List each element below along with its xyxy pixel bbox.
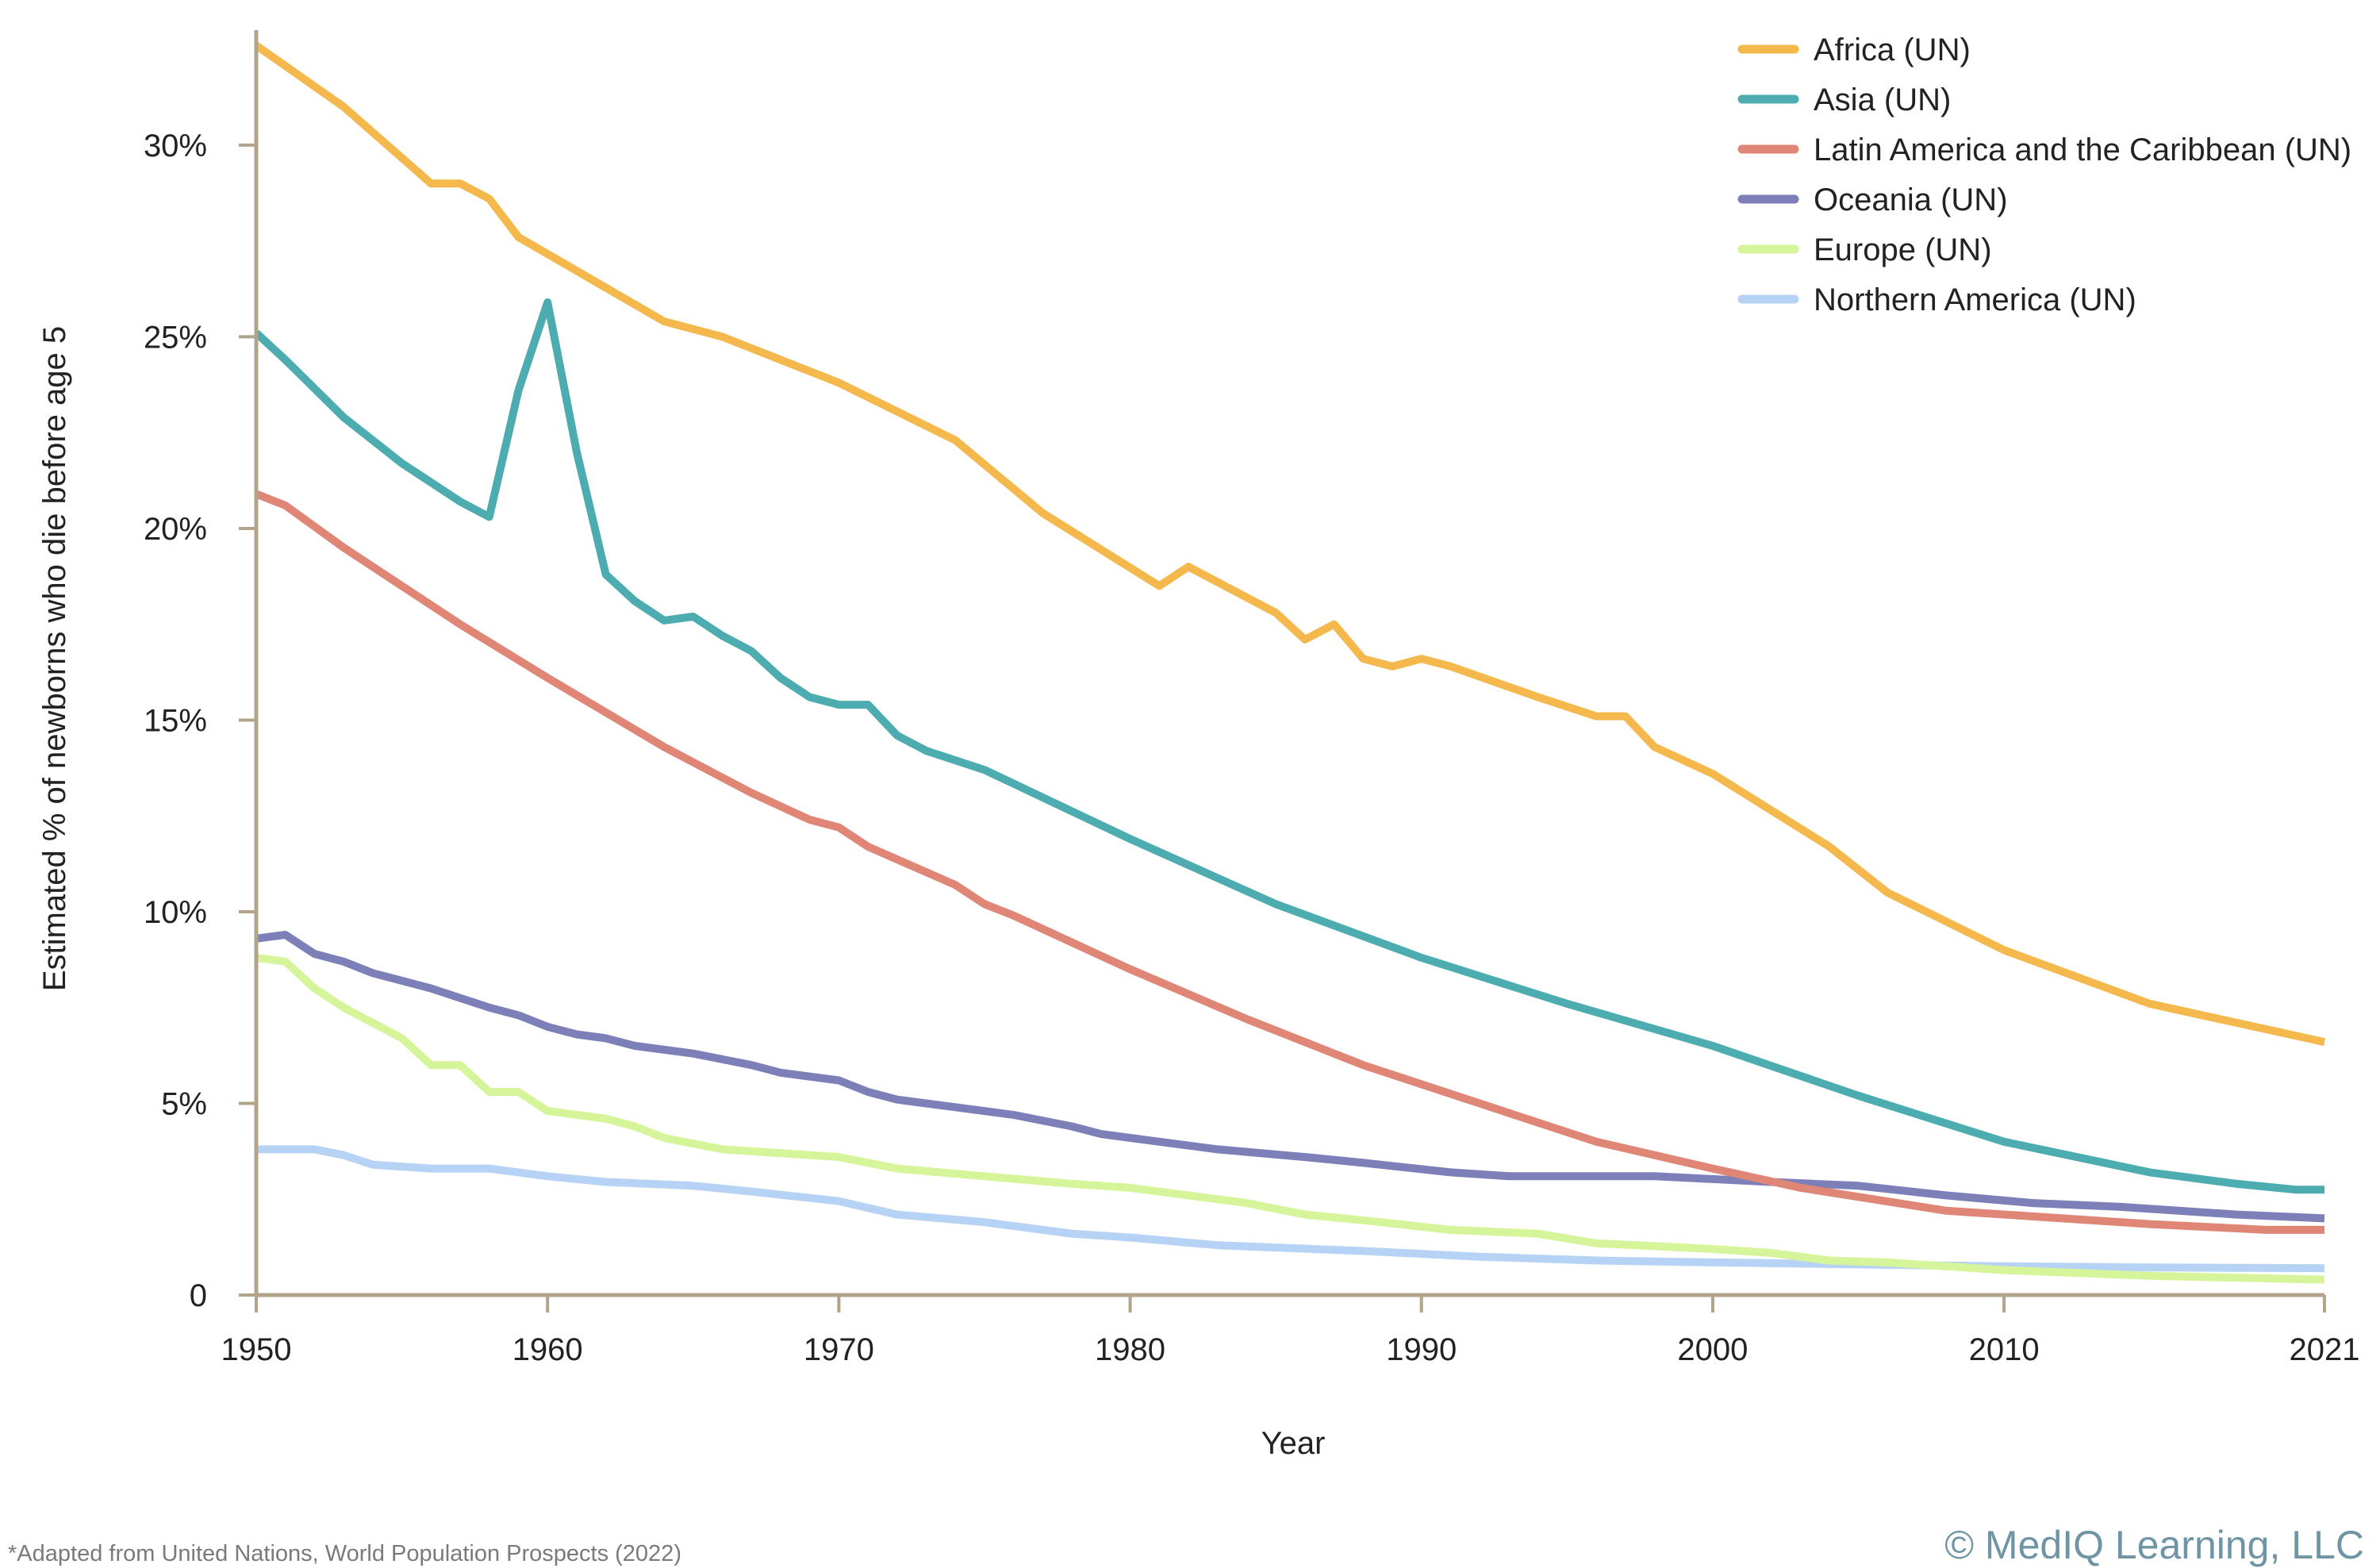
x-tick-label: 1970 — [804, 1332, 874, 1367]
series-line — [255, 953, 2325, 1284]
legend-label: Europe (UN) — [1814, 233, 1992, 267]
legend-label: Asia (UN) — [1814, 83, 1951, 117]
axes — [254, 30, 2324, 1297]
legend: Africa (UN) Asia (UN) Latin America and th… — [1737, 33, 2351, 317]
series-line — [254, 42, 2326, 1047]
x-axis-title: Year — [1261, 1426, 1326, 1461]
legend-label: Africa (UN) — [1814, 33, 1971, 67]
x-tick-label: 2021 — [2290, 1332, 2360, 1367]
legend-label: Oceania (UN) — [1814, 183, 2008, 217]
y-tick-label: 25% — [144, 320, 207, 355]
axis-ticks: 1950 1960 1970 1980 1990 2000 2010 2021 0 5% 10% 15… — [144, 129, 2360, 1367]
x-tick-label: 1950 — [221, 1332, 292, 1367]
series-line — [256, 1145, 2325, 1273]
series-line — [253, 298, 2324, 1194]
y-tick-label: 20% — [144, 512, 207, 547]
series-line — [255, 490, 2324, 1234]
y-tick-label: 15% — [144, 703, 207, 738]
y-tick-label: 30% — [144, 129, 207, 163]
source-note: *Adapted from United Nations, World Popu… — [8, 1541, 681, 1566]
legend-label: Northern America (UN) — [1814, 282, 2136, 317]
x-tick-label: 1990 — [1386, 1332, 1457, 1367]
x-tick-label: 2010 — [1969, 1332, 2040, 1367]
x-tick-label: 1960 — [512, 1332, 583, 1367]
y-axis-title: Estimated % of newborns who die before a… — [37, 326, 72, 991]
y-tick-label: 10% — [144, 895, 207, 930]
y-tick-label: 5% — [161, 1086, 207, 1121]
x-tick-label: 2000 — [1677, 1332, 1748, 1367]
copyright-notice: © MedIQ Learning, LLC — [1944, 1523, 2364, 1567]
series-lines — [253, 42, 2326, 1284]
x-tick-label: 1980 — [1095, 1332, 1165, 1367]
y-tick-label: 0 — [190, 1278, 207, 1313]
legend-label: Latin America and the Caribbean (UN) — [1814, 133, 2351, 167]
